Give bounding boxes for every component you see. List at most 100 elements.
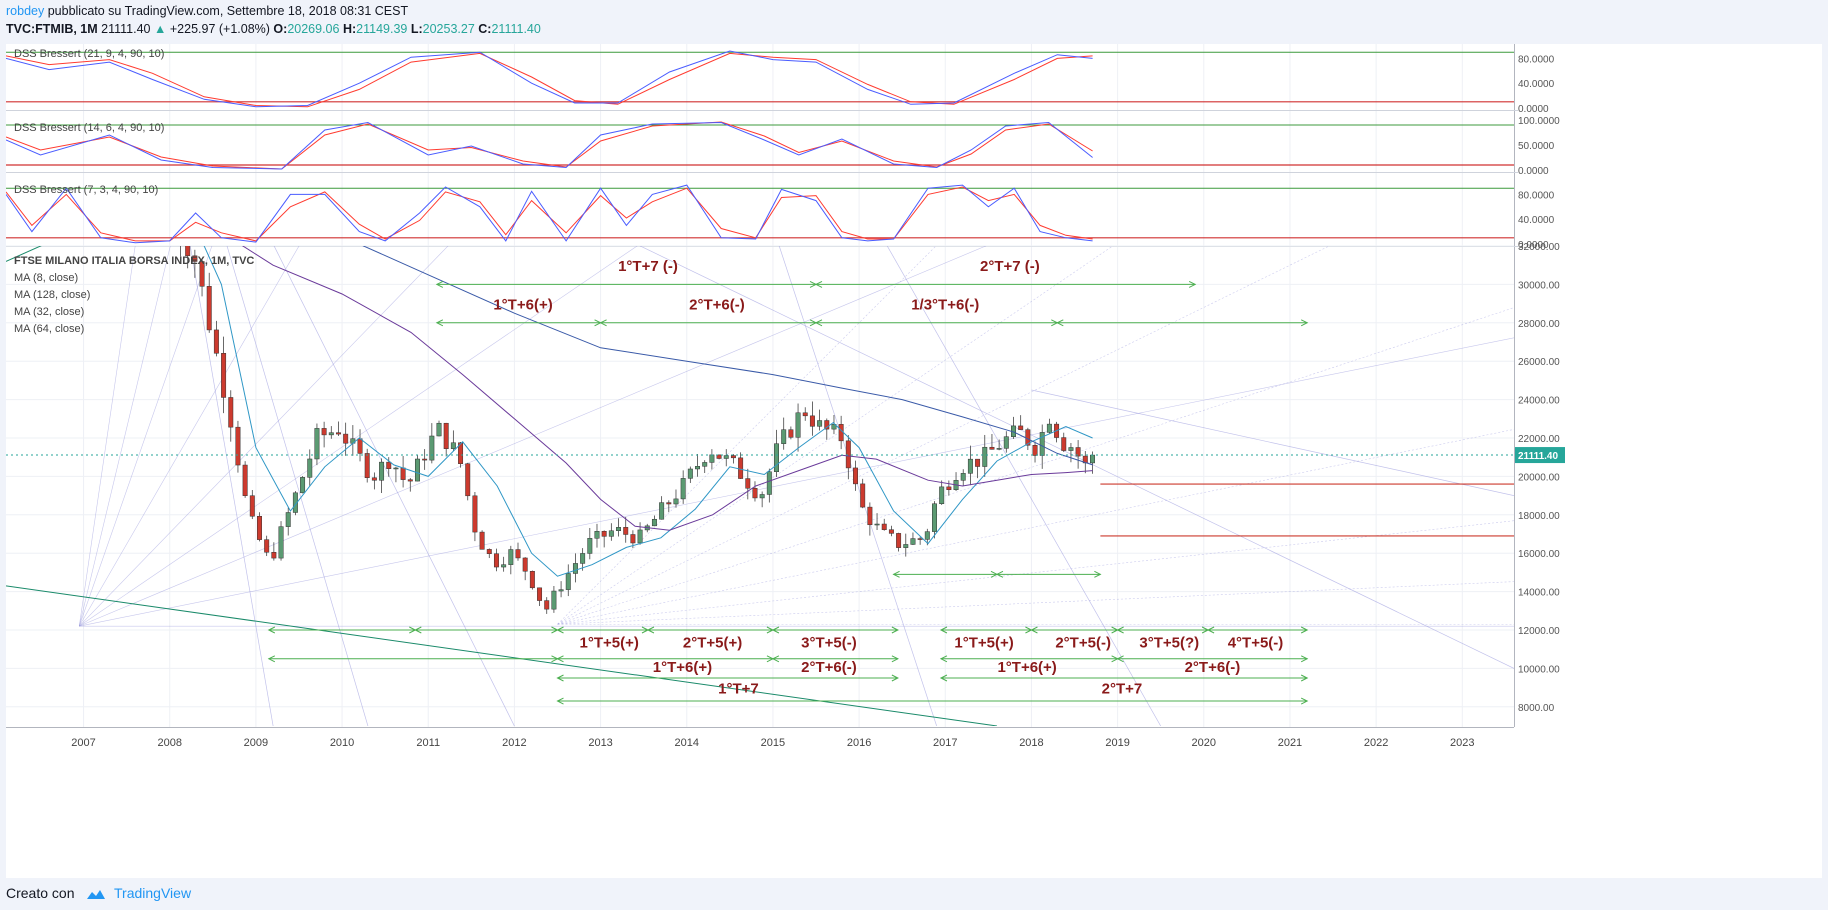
price-tick-label: 10000.00 bbox=[1518, 664, 1560, 675]
range-arrow bbox=[939, 674, 1309, 682]
candle bbox=[687, 466, 693, 483]
range-arrow-head-left bbox=[814, 319, 823, 327]
candle bbox=[989, 434, 995, 450]
candle bbox=[221, 336, 227, 414]
trend-line bbox=[639, 246, 1514, 669]
candle bbox=[379, 458, 385, 494]
price-axis-border bbox=[1514, 44, 1515, 727]
year-tick-label: 2012 bbox=[502, 737, 526, 749]
candle bbox=[745, 468, 751, 500]
candle bbox=[271, 542, 277, 561]
range-arrow bbox=[771, 655, 899, 663]
candle-body bbox=[307, 458, 313, 478]
price-tick-label: 8000.00 bbox=[1518, 703, 1555, 714]
gann-fan-line bbox=[79, 246, 638, 627]
candle bbox=[867, 502, 873, 536]
candle bbox=[472, 492, 478, 542]
year-tick-label: 2020 bbox=[1192, 737, 1216, 749]
candle-body bbox=[853, 467, 858, 485]
candle-body bbox=[501, 564, 507, 568]
candle bbox=[723, 449, 729, 467]
oscillator-tick-label: 80.0000 bbox=[1518, 54, 1555, 65]
candle bbox=[422, 449, 428, 470]
legend-entry: MA (64, close) bbox=[14, 323, 84, 335]
range-arrow-head-left bbox=[939, 626, 948, 634]
candle bbox=[623, 517, 629, 543]
cycle-annotation-label: 1°T+6(+) bbox=[653, 659, 712, 676]
candle bbox=[228, 390, 234, 442]
candle-body bbox=[213, 329, 219, 354]
oscillator-tick-label: 40.0000 bbox=[1518, 215, 1555, 226]
candle-body bbox=[544, 600, 550, 610]
candle-body bbox=[249, 495, 255, 517]
tradingview-logo-icon bbox=[87, 890, 106, 900]
candle-body bbox=[960, 473, 966, 481]
candle bbox=[436, 420, 442, 437]
oscillator-label: DSS Bressert (7, 3, 4, 90, 10) bbox=[14, 184, 158, 196]
candle bbox=[206, 272, 212, 333]
candle bbox=[888, 525, 894, 537]
candle-body bbox=[458, 442, 464, 464]
year-tick-label: 2023 bbox=[1450, 737, 1474, 749]
high-value: 21149.39 bbox=[356, 22, 408, 36]
moving-average-line bbox=[362, 246, 1093, 466]
candle bbox=[809, 401, 815, 436]
candle-body bbox=[450, 442, 456, 449]
year-tick-label: 2007 bbox=[71, 737, 95, 749]
candle bbox=[343, 422, 349, 456]
candle-body bbox=[321, 428, 327, 436]
candle-body bbox=[328, 432, 334, 436]
candle bbox=[845, 435, 851, 480]
oscillator-pane: 80.0000 40.0000 0.0000 DSS Bressert (7, 3, … bbox=[5, 184, 1555, 251]
candle-body bbox=[989, 446, 995, 450]
candle-body bbox=[745, 478, 751, 489]
candle bbox=[213, 320, 219, 357]
year-tick-label: 2017 bbox=[933, 737, 957, 749]
cycle-annotation-label: 4°T+5(-) bbox=[1228, 634, 1284, 651]
cycle-annotation-label: 2°T+7 bbox=[1102, 680, 1143, 697]
candle-body bbox=[1018, 425, 1024, 430]
candle-body bbox=[752, 488, 758, 499]
author-link[interactable]: robdey bbox=[6, 4, 45, 18]
candle-body bbox=[702, 462, 708, 467]
tradingview-link[interactable]: TradingView bbox=[114, 885, 192, 901]
candle bbox=[199, 259, 205, 297]
candle bbox=[802, 407, 808, 421]
year-tick-label: 2018 bbox=[1019, 737, 1043, 749]
candle-body bbox=[300, 477, 306, 494]
trend-line bbox=[189, 246, 274, 726]
candle-body bbox=[630, 534, 636, 544]
ohlc-line: TVC:FTMIB, 1M 21111.40 ▲ +225.97 (+1.08%… bbox=[6, 20, 1806, 38]
candle bbox=[1018, 415, 1024, 430]
chart-area[interactable]: 80.0000 40.0000 0.0000 DSS Bressert (21, 9,… bbox=[5, 44, 1822, 878]
last-price-badge bbox=[1515, 447, 1565, 464]
candle-body bbox=[508, 549, 514, 565]
year-tick-label: 2016 bbox=[847, 737, 871, 749]
candle-body bbox=[738, 457, 744, 479]
candle-body bbox=[529, 570, 535, 589]
candle bbox=[680, 470, 686, 504]
candle-body bbox=[364, 453, 370, 478]
range-arrow-head-right bbox=[1300, 697, 1309, 705]
candle-body bbox=[465, 463, 471, 497]
candle-body bbox=[1075, 447, 1081, 457]
candle bbox=[307, 449, 313, 487]
year-tick-label: 2022 bbox=[1364, 737, 1388, 749]
range-arrow-head-left bbox=[939, 655, 948, 663]
candle bbox=[594, 523, 600, 548]
candle-body bbox=[967, 458, 973, 474]
candle bbox=[910, 532, 916, 546]
chart-svg[interactable]: 80.0000 40.0000 0.0000 DSS Bressert (21, 9,… bbox=[5, 44, 1822, 878]
candle bbox=[429, 423, 435, 464]
candle-body bbox=[379, 461, 385, 481]
last-price: 21111.40 bbox=[101, 22, 151, 36]
candle bbox=[364, 448, 370, 483]
cycle-annotation-label: 1°T+7 (-) bbox=[618, 258, 678, 275]
range-arrow-head-right bbox=[891, 674, 899, 682]
oscillator-tick-label: 0.0000 bbox=[1518, 104, 1549, 115]
candle-body bbox=[695, 466, 701, 470]
candle-body bbox=[443, 422, 449, 449]
gann-fan-line bbox=[79, 337, 1514, 627]
candle-body bbox=[429, 435, 435, 461]
candle bbox=[738, 452, 744, 479]
